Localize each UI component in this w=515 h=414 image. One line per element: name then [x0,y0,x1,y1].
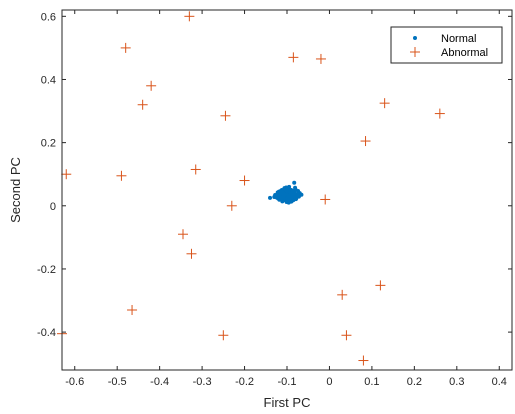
y-tick-label: 0.6 [41,11,56,23]
y-axis-label: Second PC [8,157,23,223]
data-point-abnormal [375,280,386,291]
data-point-normal [292,188,297,193]
x-tick-label: 0.1 [364,376,379,388]
data-point-abnormal [434,108,445,119]
x-tick-label: -0.6 [65,376,84,388]
series-normal [268,180,304,205]
x-axis-label: First PC [264,395,311,410]
data-point-normal [281,191,286,196]
plot-points [57,11,445,366]
data-point-abnormal [184,11,195,22]
x-tick-label: 0.3 [449,376,464,388]
legend-label-normal: Normal [441,33,476,45]
data-point-normal [290,193,295,198]
y-tick-label: -0.4 [37,327,56,339]
data-point-abnormal [315,53,326,64]
legend-symbol-normal [413,36,417,40]
data-point-normal [284,188,289,193]
data-point-abnormal [337,289,348,300]
x-tick-label: -0.5 [108,376,127,388]
x-tick-label: -0.4 [150,376,169,388]
legend-symbol-abnormal [410,47,420,57]
data-point-normal [268,195,273,200]
data-point-abnormal [288,52,299,63]
data-point-abnormal [239,175,250,186]
data-point-abnormal [226,200,237,211]
data-point-abnormal [137,99,148,110]
data-point-abnormal [341,330,352,341]
x-tick-label: -0.2 [235,376,254,388]
axis-ticks: -0.6 -0.5 -0.4 -0.3 -0.2 -0.1 0 0.1 0.2 0.3 0.4 -0.… [37,10,512,388]
x-tick-label: 0.2 [407,376,422,388]
legend-label-abnormal: Abnormal [441,47,488,59]
data-point-abnormal [358,355,369,366]
series-abnormal [57,11,445,366]
legend-box [390,26,503,64]
y-tick-label: -0.2 [37,264,56,276]
data-point-normal [276,193,281,198]
x-tick-label: -0.3 [193,376,212,388]
data-point-abnormal [190,164,201,175]
data-point-normal [279,197,284,202]
data-point-normal [287,199,292,204]
data-point-abnormal [116,170,127,181]
y-tick-label: 0.2 [41,138,56,150]
data-point-abnormal [127,305,138,315]
y-tick-label: 0.4 [41,74,56,86]
x-tick-label: 0 [326,376,332,388]
data-point-normal [292,180,297,185]
data-point-abnormal [379,98,390,109]
x-tick-label: 0.4 [492,376,507,388]
data-point-abnormal [146,80,157,91]
data-point-normal [296,188,301,193]
data-point-abnormal [186,248,197,259]
data-point-abnormal [177,229,188,240]
data-point-normal [299,192,304,197]
data-point-abnormal [360,136,371,147]
legend: Normal Abnormal [390,26,503,64]
data-point-abnormal [120,42,131,53]
data-point-abnormal [218,330,229,341]
data-point-abnormal [320,194,331,205]
data-point-abnormal [220,110,231,121]
x-tick-label: -0.1 [278,376,297,388]
y-tick-label: 0 [50,201,56,213]
data-point-abnormal [61,169,72,180]
